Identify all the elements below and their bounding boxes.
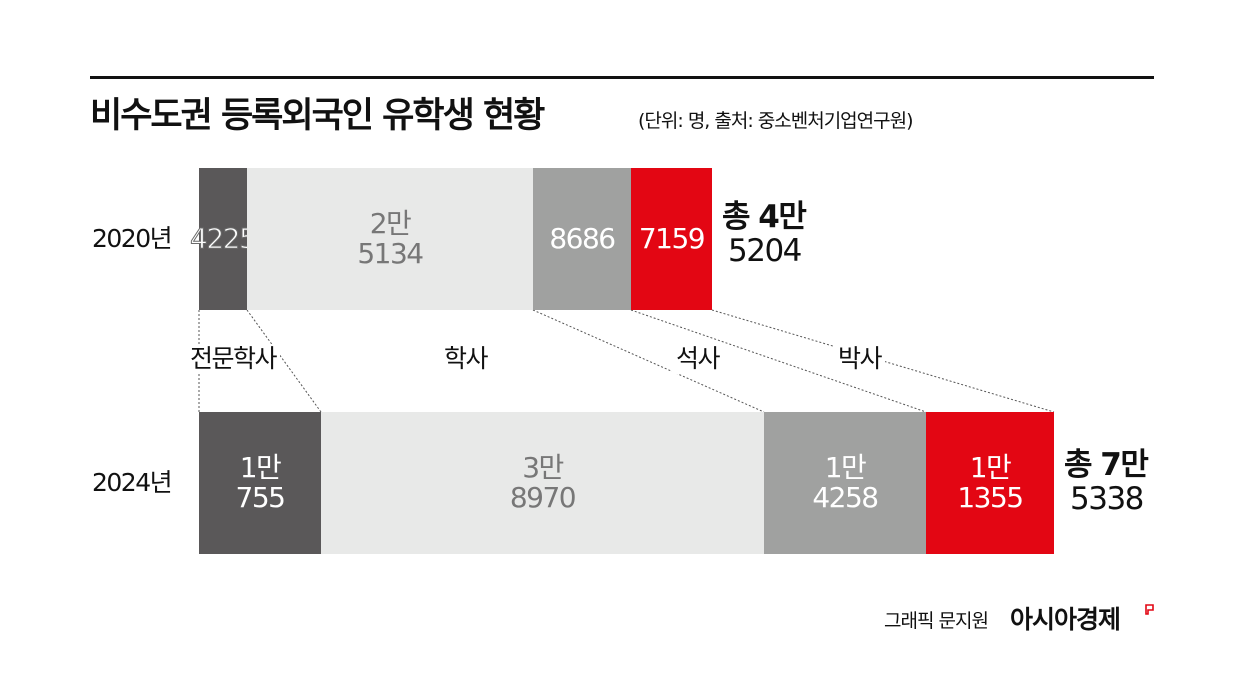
year-label-2020: 2020년 (92, 224, 173, 253)
brand-flag-icon (1145, 604, 1154, 615)
category-label-bachelor: 학사 (440, 344, 492, 374)
year-label-2024: 2024년 (92, 468, 173, 497)
category-label-associate: 전문학사 (186, 344, 281, 374)
value-2024-master-man: 1만 (824, 451, 867, 484)
value-2024-master-rest: 4258 (812, 481, 879, 514)
chart-subtitle: (단위: 명, 출처: 중소벤처기업연구원) (638, 110, 914, 132)
bar-2020-bachelor: 2만 5134 (247, 168, 533, 310)
total-2020: 총 4만 5204 (722, 199, 807, 269)
bar-2024-associate: 1만 755 (199, 412, 321, 554)
total-2020-man: 총 4만 (722, 199, 807, 235)
value-2020-bachelor-man: 2만 (369, 207, 412, 240)
category-label-master: 석사 (672, 344, 724, 374)
bar-2024-doctor: 1만 1355 (926, 412, 1054, 554)
value-2024-doctor-rest: 1355 (957, 481, 1024, 514)
bar-2024-master: 1만 4258 (764, 412, 926, 554)
value-2024-associate-rest: 755 (235, 481, 286, 514)
value-2024-doctor-man: 1만 (969, 451, 1012, 484)
value-2020-master: 8686 (549, 222, 616, 255)
value-2024-bachelor-rest: 8970 (509, 481, 577, 514)
total-2020-rest: 5204 (728, 233, 802, 269)
total-2024-rest: 5338 (1070, 481, 1144, 517)
category-label-doctor: 박사 (834, 344, 886, 374)
value-2024-bachelor-man: 3만 (522, 451, 564, 484)
graphic-credit: 그래픽 문지원 (884, 610, 989, 632)
value-2020-doctor: 7159 (638, 222, 706, 255)
bar-2024-bachelor: 3만 8970 (321, 412, 764, 554)
bar-2020-doctor: 7159 (631, 168, 712, 310)
bar-2020-associate (199, 168, 247, 310)
brand-logo-text: 아시아경제 (1010, 605, 1121, 634)
value-2020-associate: 4225 (189, 222, 257, 255)
chart-title: 비수도권 등록외국인 유학생 현황 (90, 96, 545, 136)
total-2024-man: 총 7만 (1064, 447, 1149, 483)
total-2024: 총 7만 5338 (1064, 447, 1149, 517)
top-rule (90, 76, 1154, 79)
bar-2020-master: 8686 (533, 168, 631, 310)
value-2020-bachelor-rest: 5134 (357, 237, 424, 270)
value-2024-associate-man: 1만 (239, 451, 282, 484)
